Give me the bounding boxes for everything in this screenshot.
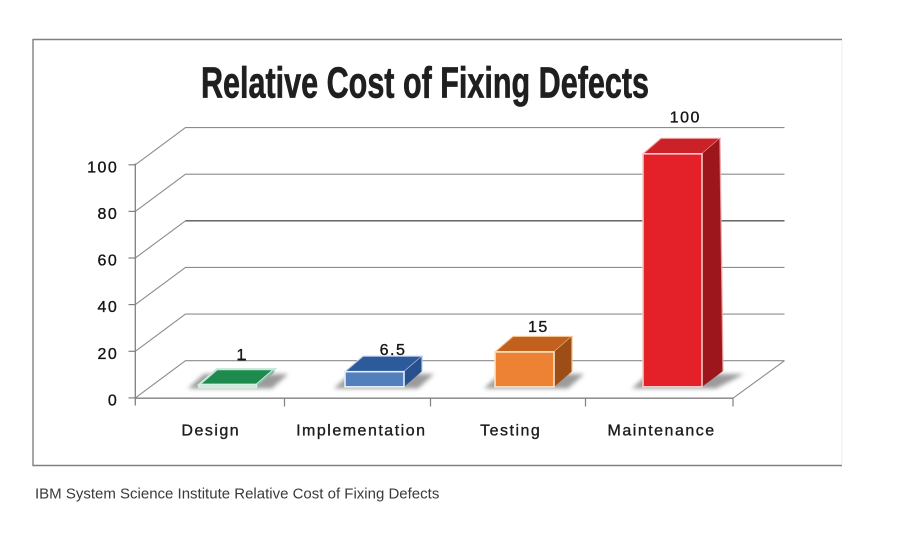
svg-text:Maintenance: Maintenance — [608, 423, 716, 440]
svg-text:Testing: Testing — [480, 423, 541, 440]
svg-text:Relative Cost of Fixing Defect: Relative Cost of Fixing Defects — [201, 59, 649, 108]
svg-text:20: 20 — [98, 346, 119, 363]
svg-text:IBM System Science Institute R: IBM System Science Institute Relative Co… — [35, 486, 439, 503]
svg-text:6.5: 6.5 — [380, 342, 407, 359]
svg-text:0: 0 — [108, 392, 118, 409]
svg-text:100: 100 — [87, 159, 118, 176]
svg-text:1: 1 — [236, 347, 246, 364]
svg-text:60: 60 — [98, 253, 119, 270]
svg-text:Design: Design — [181, 423, 240, 440]
svg-text:80: 80 — [98, 206, 119, 223]
svg-text:Implementation: Implementation — [296, 423, 426, 440]
svg-text:100: 100 — [670, 110, 701, 127]
svg-text:15: 15 — [528, 319, 549, 336]
svg-text:40: 40 — [98, 299, 119, 316]
